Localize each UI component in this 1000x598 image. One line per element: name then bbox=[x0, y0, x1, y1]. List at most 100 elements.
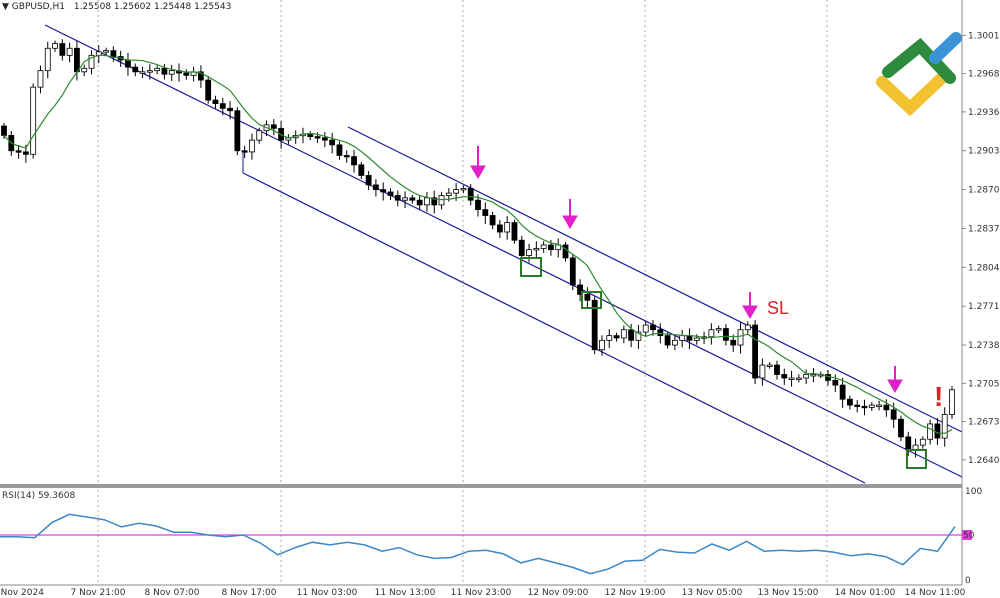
candle bbox=[300, 127, 306, 144]
candle bbox=[752, 319, 759, 385]
bear-candle-body bbox=[15, 150, 22, 153]
bull-candle-body bbox=[52, 43, 58, 49]
bull-candle-body bbox=[795, 377, 802, 380]
candle bbox=[197, 65, 204, 88]
candle bbox=[868, 402, 875, 411]
bear-candle-body bbox=[781, 374, 788, 379]
candle bbox=[569, 253, 576, 291]
candle bbox=[285, 134, 292, 145]
candle bbox=[467, 184, 474, 206]
bull-candle-body bbox=[533, 248, 540, 251]
bull-candle-body bbox=[44, 47, 51, 72]
candle bbox=[584, 287, 591, 309]
candle bbox=[664, 332, 671, 349]
bear-candle-body bbox=[219, 103, 226, 109]
bull-candle-body bbox=[424, 197, 430, 206]
bull-candle-body bbox=[803, 374, 810, 379]
bull-candle-body bbox=[949, 389, 955, 415]
bear-candle-body bbox=[730, 339, 737, 346]
bear-candle-body bbox=[934, 423, 941, 439]
bear-candle-body bbox=[650, 324, 656, 331]
sell-arrow-icon bbox=[470, 146, 486, 179]
bear-candle-body bbox=[161, 67, 168, 75]
bull-candle-body bbox=[256, 130, 263, 141]
bull-candle-body bbox=[708, 329, 715, 338]
entry-box bbox=[581, 291, 602, 309]
bear-candle-body bbox=[591, 299, 598, 351]
candle bbox=[168, 64, 175, 82]
time-tick-label: 7 Nov 21:00 bbox=[71, 588, 126, 598]
candle bbox=[825, 370, 831, 386]
bear-candle-body bbox=[905, 436, 912, 451]
candle bbox=[766, 362, 773, 369]
candle bbox=[190, 66, 197, 82]
bull-candle-body bbox=[606, 335, 613, 341]
candle bbox=[219, 97, 226, 116]
bear-candle-body bbox=[183, 72, 190, 76]
dropdown-triangle-icon[interactable]: ▼ bbox=[2, 2, 9, 12]
candle bbox=[336, 141, 343, 160]
time-tick-label: 11 Nov 13:00 bbox=[375, 588, 436, 598]
candle bbox=[941, 407, 948, 447]
candle bbox=[154, 65, 161, 75]
bear-candle-body bbox=[394, 195, 401, 201]
bear-candle-body bbox=[59, 43, 66, 56]
bull-candle-body bbox=[88, 54, 95, 69]
candle bbox=[591, 296, 598, 355]
bear-candle-body bbox=[511, 222, 518, 241]
bull-candle-body bbox=[635, 331, 642, 341]
candle bbox=[460, 185, 467, 194]
time-tick-label: 13 Nov 05:00 bbox=[682, 588, 743, 598]
bull-candle-body bbox=[642, 324, 649, 333]
rsi-label: RSI(14) 59.3608 bbox=[2, 491, 75, 501]
bear-candle-body bbox=[314, 136, 321, 139]
candle bbox=[730, 334, 737, 352]
candle bbox=[861, 399, 868, 416]
bear-candle-body bbox=[387, 191, 394, 196]
bear-candle-body bbox=[723, 328, 729, 341]
bear-candle-body bbox=[686, 335, 693, 341]
bull-candle-body bbox=[37, 70, 44, 88]
candle bbox=[795, 374, 802, 383]
bear-candle-body bbox=[380, 189, 387, 193]
bull-candle-body bbox=[766, 364, 773, 367]
bull-candle-body bbox=[919, 438, 926, 446]
bear-candle-body bbox=[132, 66, 139, 73]
candle bbox=[52, 40, 58, 52]
candle bbox=[686, 328, 693, 349]
candle bbox=[482, 202, 489, 225]
candle bbox=[489, 211, 496, 230]
bear-candle-body bbox=[351, 156, 357, 166]
candle bbox=[139, 66, 146, 78]
candle bbox=[212, 95, 219, 109]
bear-candle-body bbox=[861, 405, 868, 409]
candle bbox=[671, 335, 678, 351]
candle bbox=[88, 50, 95, 75]
bear-candle-body bbox=[774, 364, 780, 375]
candle bbox=[402, 191, 408, 208]
candle bbox=[132, 63, 139, 77]
candle bbox=[774, 360, 780, 380]
candle bbox=[249, 133, 255, 160]
price-tick-label: 1.29685 bbox=[968, 70, 1000, 80]
candle bbox=[803, 369, 810, 385]
candle bbox=[475, 194, 481, 217]
channel-line-main bbox=[44, 24, 963, 478]
entry-box bbox=[906, 449, 927, 469]
bull-candle-body bbox=[737, 329, 744, 346]
candle bbox=[227, 101, 233, 120]
bear-candle-body bbox=[577, 284, 583, 295]
candle bbox=[620, 325, 627, 344]
candle bbox=[898, 415, 904, 442]
candle bbox=[424, 192, 430, 212]
candle bbox=[358, 161, 365, 179]
sell-arrow-icon bbox=[742, 292, 758, 319]
brand-logo bbox=[876, 32, 962, 117]
bear-candle-body bbox=[343, 155, 350, 158]
bear-candle-body bbox=[584, 294, 591, 301]
bull-candle-body bbox=[168, 70, 175, 75]
bull-candle-body bbox=[620, 329, 627, 339]
bull-candle-body bbox=[599, 339, 605, 351]
candle bbox=[409, 194, 416, 204]
